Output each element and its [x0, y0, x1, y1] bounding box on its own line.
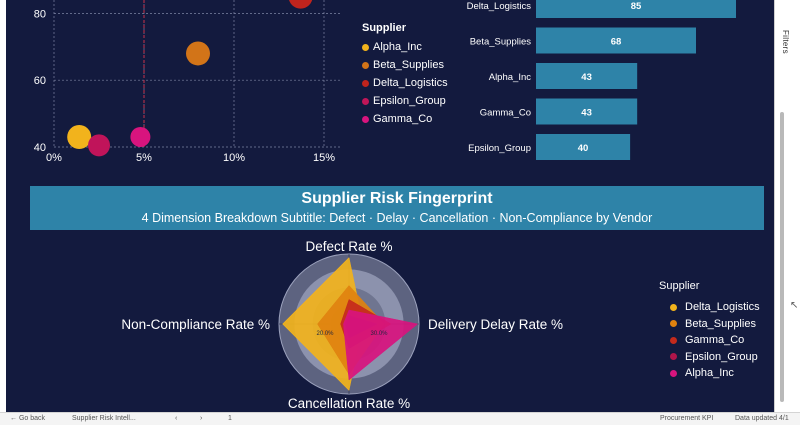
scatter-y-tick-label: 80 [34, 8, 46, 20]
radar-axis-label: Defect Rate % [305, 239, 392, 254]
bar-category-label: Alpha_Inc [489, 72, 532, 83]
scatter-point[interactable] [67, 124, 92, 149]
legend-dot-icon [362, 79, 369, 87]
scatter-legend-item[interactable]: Beta_Supplies [362, 56, 448, 74]
radar-legend-label: Epsilon_Group [685, 350, 758, 363]
bar-category-label: Gamma_Co [480, 108, 531, 119]
bar-value-label: 43 [581, 108, 592, 119]
bar[interactable] [536, 98, 638, 125]
radar-axis-labels: 20.0% 30.0% Defect Rate % Delivery Delay Ra… [121, 239, 563, 411]
bar-value-label: 85 [631, 1, 642, 12]
radar-legend-item[interactable]: Epsilon_Group [659, 349, 760, 366]
radar-legend-item[interactable]: Delta_Logistics [659, 299, 760, 316]
bar-category-label: Epsilon_Group [468, 143, 531, 154]
scatter-legend-item[interactable]: Gamma_Co [362, 110, 448, 128]
bar-value-label: 68 [611, 37, 622, 48]
cursor-icon: ↖ [790, 300, 799, 311]
next-page-icon[interactable]: › [200, 415, 203, 422]
radar-axis-label: Delivery Delay Rate % [428, 317, 563, 332]
radar-legend-items: Delta_Logistics Beta_Supplies Gamma_Co Epsi… [659, 299, 760, 382]
scatter-legend-label: Alpha_Inc [373, 41, 422, 53]
legend-dot-icon [362, 97, 369, 105]
bar-value-label: 40 [578, 143, 589, 154]
radar-legend-label: Gamma_Co [685, 334, 745, 347]
scatter-legend-item[interactable]: Epsilon_Group [362, 92, 448, 110]
bar-category-label: Beta_Supplies [470, 37, 532, 48]
radar-legend: Supplier Delta_Logistics Beta_Supplies Gam… [659, 280, 760, 382]
bar[interactable] [536, 27, 696, 54]
radar-legend-item[interactable]: Alpha_Inc [659, 365, 760, 382]
legend-dot-icon [362, 43, 369, 51]
scatter-legend-title: Supplier [362, 22, 407, 34]
scatter-x-tick-label: 15% [313, 152, 335, 164]
radar-axis-label: Cancellation Rate % [288, 396, 410, 411]
scrollbar-thumb[interactable] [780, 112, 784, 402]
scatter-legend-label: Gamma_Co [373, 113, 433, 125]
scatter-legend-label: Beta_Supplies [373, 59, 444, 71]
scatter-x-tick-label: 0% [46, 152, 62, 164]
radar-chart: 20.0% 30.0% Defect Rate % Delivery Delay Ra… [121, 239, 563, 411]
radar-legend-item[interactable]: Gamma_Co [659, 332, 760, 349]
legend-dot-icon [362, 61, 369, 69]
scatter-legend-label: Epsilon_Group [373, 95, 446, 107]
radar-ring-label: 30.0% [370, 331, 388, 337]
legend-dot-icon [670, 303, 677, 311]
scatter-point[interactable] [88, 134, 110, 157]
scatter-legend-item[interactable]: Delta_Logistics [362, 74, 448, 92]
scatter-point[interactable] [186, 41, 210, 66]
scatter-tick-labels: 0% 5% 10% 15% 40 60 80 [34, 8, 335, 164]
scatter-y-tick-label: 60 [34, 75, 46, 87]
section-title-bar: Supplier Risk Fingerprint 4 Dimension Br… [30, 186, 764, 230]
legend-dot-icon [362, 115, 369, 123]
radar-legend-label: Beta_Supplies [685, 317, 756, 330]
scatter-legend-item[interactable]: Alpha_Inc [362, 38, 448, 56]
bar[interactable] [536, 0, 736, 18]
radar-legend-label: Delta_Logistics [685, 301, 760, 314]
go-back-link[interactable]: ← Go back [10, 415, 46, 422]
radar-series-polygon[interactable] [343, 309, 419, 381]
bar-value-label: 43 [581, 72, 592, 83]
legend-dot-icon [670, 369, 677, 377]
bar-chart: Delta_Logistics 85 Beta_Supplies 68 Alpha_In… [467, 0, 736, 160]
scatter-x-tick-label: 5% [136, 152, 152, 164]
radar-series [282, 256, 419, 392]
scatter-gridlines [53, 0, 342, 148]
prev-page-icon[interactable]: ‹ [175, 415, 178, 422]
bar-marks: Delta_Logistics 85 Beta_Supplies 68 Alpha_In… [467, 0, 736, 160]
scatter-legend: Supplier Alpha_Inc Beta_Supplies Delta_Log… [362, 22, 448, 128]
page-number: 1 [228, 415, 232, 422]
scatter-chart: 0% 5% 10% 15% 40 60 80 [34, 0, 342, 164]
scatter-legend-items: Alpha_Inc Beta_Supplies Delta_Logistics Eps… [362, 38, 448, 128]
report-canvas: 0% 5% 10% 15% 40 60 80 Supplier Alpha_Inc Beta_… [6, 0, 774, 412]
bar[interactable] [536, 134, 631, 160]
filters-pane[interactable]: Filters ↖ [774, 0, 800, 412]
scatter-point[interactable] [289, 0, 313, 9]
radar-axis-label: Non-Compliance Rate % [121, 317, 270, 332]
radar-legend-label: Alpha_Inc [685, 367, 734, 380]
bar[interactable] [536, 63, 638, 89]
scatter-y-tick-label: 40 [34, 142, 46, 154]
radar-legend-item[interactable]: Beta_Supplies [659, 316, 760, 333]
section-title: Supplier Risk Fingerprint [301, 190, 493, 207]
radar-legend-title: Supplier [659, 280, 700, 292]
scatter-points [67, 0, 313, 157]
status-right-b: Data updated 4/1 [735, 415, 789, 422]
filters-label[interactable]: Filters [781, 30, 790, 54]
scatter-point[interactable] [130, 126, 151, 147]
status-bar: ← Go back Supplier Risk Intell... ‹ › 1 … [0, 412, 800, 425]
scatter-legend-label: Delta_Logistics [373, 77, 448, 89]
scatter-x-tick-label: 10% [223, 152, 245, 164]
legend-dot-icon [670, 353, 677, 361]
legend-dot-icon [670, 320, 677, 328]
bar-category-label: Delta_Logistics [467, 1, 532, 12]
radar-ring-label: 20.0% [316, 331, 334, 337]
report-tab[interactable]: Supplier Risk Intell... [72, 415, 136, 422]
legend-dot-icon [670, 336, 677, 344]
section-subtitle: 4 Dimension Breakdown Subtitle: Defect ·… [141, 211, 653, 225]
status-right-a: Procurement KPI [660, 415, 714, 422]
